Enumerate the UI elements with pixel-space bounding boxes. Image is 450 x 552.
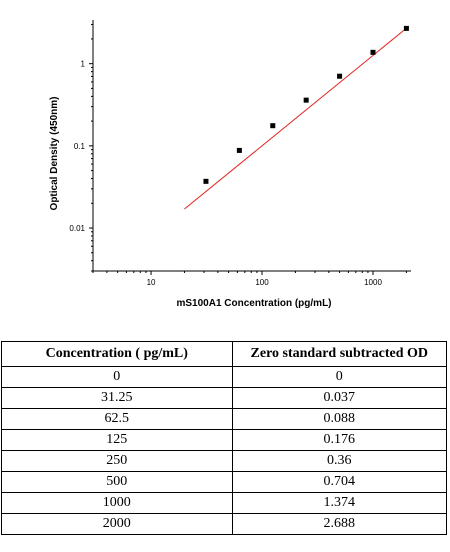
chart-svg: 0.01 0.1 1 10 100 1000 mS100A1 Concentration …: [49, 20, 411, 309]
table-row: 62.5 0.088: [1, 408, 447, 430]
cell-od: 0.36: [231, 450, 447, 472]
header-concentration: Concentration ( pg/mL): [1, 341, 233, 367]
data-point: [337, 73, 343, 79]
cell-od: 1.374: [231, 492, 447, 514]
cell-concentration: 31.25: [1, 387, 233, 409]
data-points-group: [203, 25, 409, 184]
fit-line: [184, 27, 407, 210]
x-tick-label: 1000: [364, 278, 382, 287]
y-axis-label: Optical Density (450nm): [49, 97, 60, 211]
table-row: 125 0.176: [1, 429, 447, 451]
chart-ticks: 0.01 0.1 1 10 100 1000: [69, 23, 407, 287]
data-point: [303, 97, 309, 103]
y-tick-label: 0.1: [74, 142, 86, 151]
od-data-table-container: Concentration ( pg/mL) Zero standard sub…: [1, 341, 447, 535]
header-od: Zero standard subtracted OD: [231, 341, 447, 367]
data-point: [403, 25, 409, 31]
chart-axes: [92, 20, 411, 272]
cell-od: 0: [231, 366, 447, 388]
cell-concentration: 500: [1, 471, 233, 493]
fit-line-group: [184, 27, 407, 210]
cell-concentration: 2000: [1, 513, 233, 535]
cell-concentration: 125: [1, 429, 233, 451]
table-row: 500 0.704: [1, 471, 447, 493]
x-tick-label: 10: [147, 278, 156, 287]
cell-concentration: 250: [1, 450, 233, 472]
data-point: [203, 178, 209, 184]
x-tick-label: 100: [255, 278, 269, 287]
y-tick-label: 1: [81, 60, 86, 69]
cell-od: 0.037: [231, 387, 447, 409]
cell-od: 0.704: [231, 471, 447, 493]
table-row: 250 0.36: [1, 450, 447, 472]
cell-od: 0.088: [231, 408, 447, 430]
y-tick-label: 0.01: [69, 224, 85, 233]
table-row: 2000 2.688: [1, 513, 447, 535]
od-data-table: Concentration ( pg/mL) Zero standard sub…: [1, 341, 447, 535]
standard-curve-chart: 0.01 0.1 1 10 100 1000 mS100A1 Concentration …: [49, 20, 411, 309]
cell-concentration: 62.5: [1, 408, 233, 430]
table-header-row: Concentration ( pg/mL) Zero standard sub…: [1, 341, 447, 367]
data-point: [236, 147, 242, 153]
table-row: 31.25 0.037: [1, 387, 447, 409]
cell-od: 0.176: [231, 429, 447, 451]
cell-concentration: 1000: [1, 492, 233, 514]
cell-concentration: 0: [1, 366, 233, 388]
x-axis-label: mS100A1 Concentration (pg/mL): [176, 298, 331, 309]
cell-od: 2.688: [231, 513, 447, 535]
data-point: [370, 49, 376, 55]
data-point: [270, 123, 276, 129]
table-row: 1000 1.374: [1, 492, 447, 514]
